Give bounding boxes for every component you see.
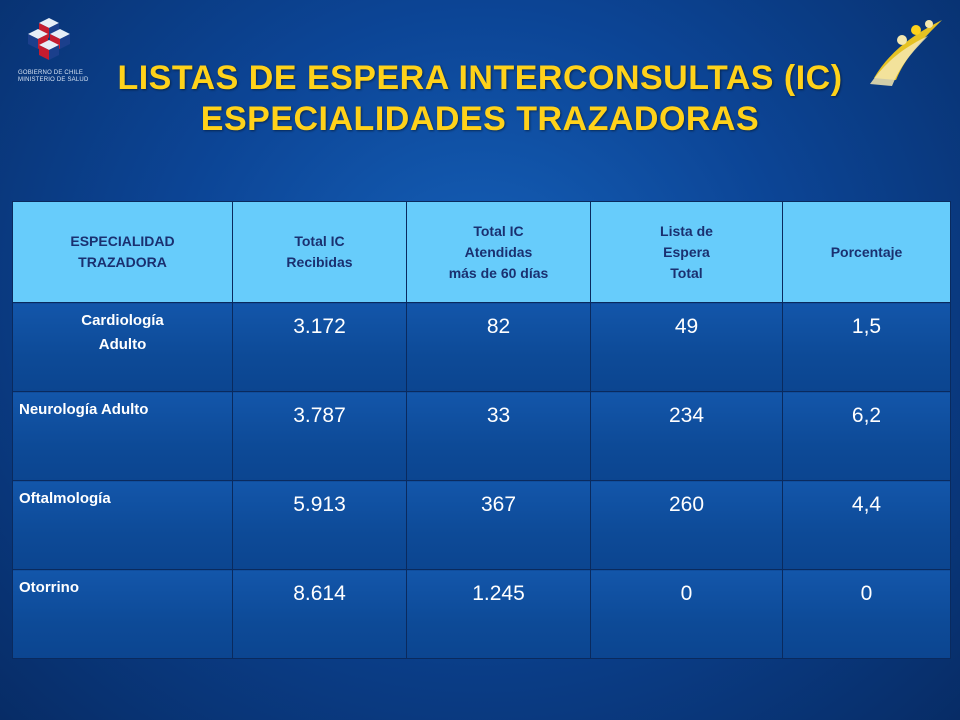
cell-recibidas: 5.913 [293,493,346,516]
table-row: Otorrino 8.614 1.245 0 0 [12,569,951,659]
cell-porcentaje: 6,2 [851,404,882,427]
cell-atendidas: 1.245 [472,582,525,605]
health-network-logo [866,14,946,92]
table-row: Neurología Adulto 3.787 33 234 6,2 [12,391,951,481]
table-row: Cardiología Adulto 3.172 82 49 1,5 [12,302,951,392]
page-title: LISTAS DE ESPERA INTERCONSULTAS (IC) ESP… [0,58,960,140]
ministry-logo-text: GOBIERNO DE CHILE MINISTERIO DE SALUD [18,70,89,83]
people-swoosh-logo-icon [870,20,942,86]
gobierno-de-chile-logo: GOBIERNO DE CHILE MINISTERIO DE SALUD [14,14,104,94]
cell-recibidas: 3.787 [293,404,346,427]
cell-recibidas: 3.172 [293,315,346,338]
cell-porcentaje: 1,5 [851,315,882,338]
waitlist-table: ESPECIALIDAD TRAZADORA Total IC Recibida… [12,201,951,659]
table-header-row: ESPECIALIDAD TRAZADORA Total IC Recibida… [12,201,951,303]
column-header-lista-espera: Lista de Espera Total [590,201,783,303]
cell-especialidad: Neurología Adulto [19,401,149,418]
cell-especialidad: Otorrino [19,579,79,596]
cell-lista-espera: 49 [674,315,699,338]
column-header-recibidas: Total IC Recibidas [232,201,407,303]
cell-recibidas: 8.614 [293,582,346,605]
column-header-atendidas: Total IC Atendidas más de 60 días [406,201,591,303]
cell-porcentaje: 0 [860,582,873,605]
cell-lista-espera: 234 [668,404,705,427]
ministry-cube-logo-icon [28,18,70,60]
cell-lista-espera: 260 [668,493,705,516]
table-row: Oftalmología 5.913 367 260 4,4 [12,480,951,570]
column-header-especialidad: ESPECIALIDAD TRAZADORA [12,201,233,303]
cell-especialidad: Cardiología Adulto [81,312,164,353]
cell-atendidas: 33 [486,404,511,427]
cell-porcentaje: 4,4 [851,493,882,516]
title-line-2: ESPECIALIDADES TRAZADORAS [200,100,760,138]
column-header-porcentaje: Porcentaje [782,201,951,303]
title-line-1: LISTAS DE ESPERA INTERCONSULTAS (IC) [117,59,843,97]
cell-atendidas: 367 [480,493,517,516]
cell-especialidad: Oftalmología [19,490,111,507]
cell-atendidas: 82 [486,315,511,338]
cell-lista-espera: 0 [680,582,693,605]
